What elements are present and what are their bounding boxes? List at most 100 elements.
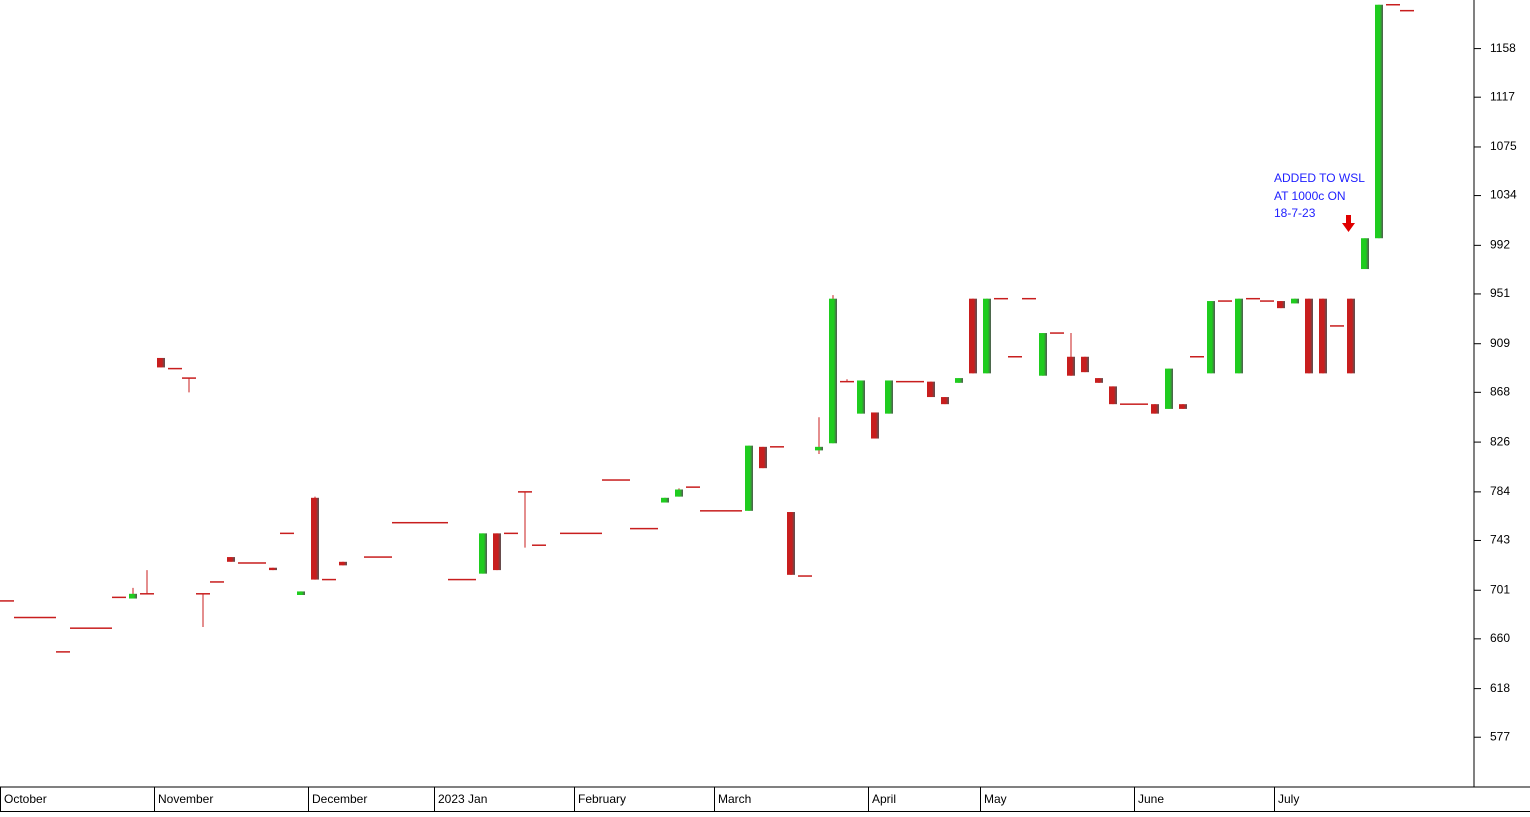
y-tick-label: 577 (1490, 729, 1510, 743)
candle-body (1218, 300, 1232, 302)
candle-body (1151, 404, 1159, 414)
candle-body (504, 532, 518, 535)
candle-body (1319, 298, 1327, 374)
candle-body (896, 380, 910, 383)
candle-body (322, 578, 336, 581)
candle-body (378, 556, 392, 558)
y-tick-label: 1158 (1490, 41, 1516, 55)
candle-body (434, 521, 448, 524)
candle-body (1008, 356, 1022, 358)
candle-body (1190, 356, 1204, 358)
candle-body (1235, 298, 1243, 374)
candle-body (1386, 3, 1400, 6)
candle-body (787, 512, 795, 575)
candle-body (871, 412, 879, 439)
candle-body (1120, 403, 1134, 405)
candle-body (112, 596, 126, 599)
candle-body (1134, 403, 1148, 405)
candle-body (602, 479, 616, 481)
candle-body (630, 527, 644, 530)
y-tick-label: 618 (1490, 681, 1510, 695)
candle-body (941, 397, 949, 405)
annotation-line: AT 1000c ON (1274, 189, 1346, 203)
candle-body (28, 616, 42, 619)
candle-body (479, 533, 487, 574)
candle-body (1246, 297, 1260, 300)
candle-body (56, 651, 70, 653)
candle-body (885, 380, 893, 414)
candle-body (644, 527, 658, 530)
candle-body (815, 446, 823, 451)
candle-body (840, 380, 854, 383)
candle-body (969, 298, 977, 374)
candle-body (857, 380, 865, 414)
candle-body (448, 578, 462, 581)
candle-body (238, 562, 252, 564)
candle-body (1330, 325, 1344, 327)
candle-body (0, 600, 14, 602)
candle-body (406, 521, 420, 524)
candle-body (98, 627, 112, 629)
candle-body (1347, 298, 1355, 374)
candle-body (728, 510, 742, 512)
candle-body (927, 381, 935, 398)
y-tick-label: 1075 (1490, 139, 1517, 153)
y-tick-label: 743 (1490, 533, 1510, 547)
y-tick-label: 1117 (1490, 89, 1515, 103)
candle-body (14, 616, 28, 619)
annotation-line: 18-7-23 (1274, 206, 1316, 220)
candle-body (269, 567, 277, 571)
candle-body (1165, 368, 1173, 409)
candle-body (1305, 298, 1313, 374)
x-tick-label: February (578, 792, 626, 806)
y-tick-label: 784 (1490, 484, 1510, 498)
annotation: ADDED TO WSL AT 1000c ON 18-7-23 (1274, 171, 1365, 232)
candle-body (168, 367, 182, 370)
candle-body (770, 446, 784, 448)
x-tick-label: December (312, 792, 367, 806)
candle-body (955, 378, 963, 383)
candle-body (532, 544, 546, 546)
candle-body (686, 486, 700, 488)
candle-body (280, 532, 294, 535)
annotation-arrow (1342, 215, 1355, 232)
candle-body (140, 593, 154, 595)
candle-body (714, 510, 728, 512)
candle-body (1207, 301, 1215, 374)
candle-body (1050, 332, 1064, 334)
candle-body (1109, 386, 1117, 405)
candle-body (1095, 378, 1103, 383)
candle-body (1260, 300, 1274, 302)
y-tick-label: 951 (1490, 286, 1510, 300)
y-tick-label: 826 (1490, 434, 1510, 448)
candle-body (182, 377, 196, 379)
candle-body (675, 489, 683, 497)
x-tick-label: May (984, 792, 1007, 806)
candle-body (392, 521, 406, 524)
x-tick-label: 2023 Jan (438, 792, 487, 806)
candle-body (1361, 238, 1369, 270)
candle-body (1375, 4, 1383, 239)
candle-body (574, 532, 588, 535)
y-tick-label: 909 (1490, 336, 1510, 350)
candle-body (1400, 9, 1414, 12)
candle-body (70, 627, 84, 629)
candle-body (297, 591, 305, 595)
candle-body (364, 556, 378, 558)
candle-body (798, 575, 812, 577)
candle-body (983, 298, 991, 374)
y-tick-label: 868 (1490, 384, 1510, 398)
candle-body (493, 533, 501, 571)
candle-body (1022, 297, 1036, 300)
y-tick-label: 701 (1490, 582, 1510, 596)
annotation-line: ADDED TO WSL (1274, 171, 1365, 185)
x-tick-label: April (872, 792, 896, 806)
candle-body (1277, 301, 1285, 309)
candle-body (588, 532, 602, 535)
candle-body (518, 491, 532, 493)
candle-body (616, 479, 630, 481)
candle-body (1291, 298, 1299, 304)
